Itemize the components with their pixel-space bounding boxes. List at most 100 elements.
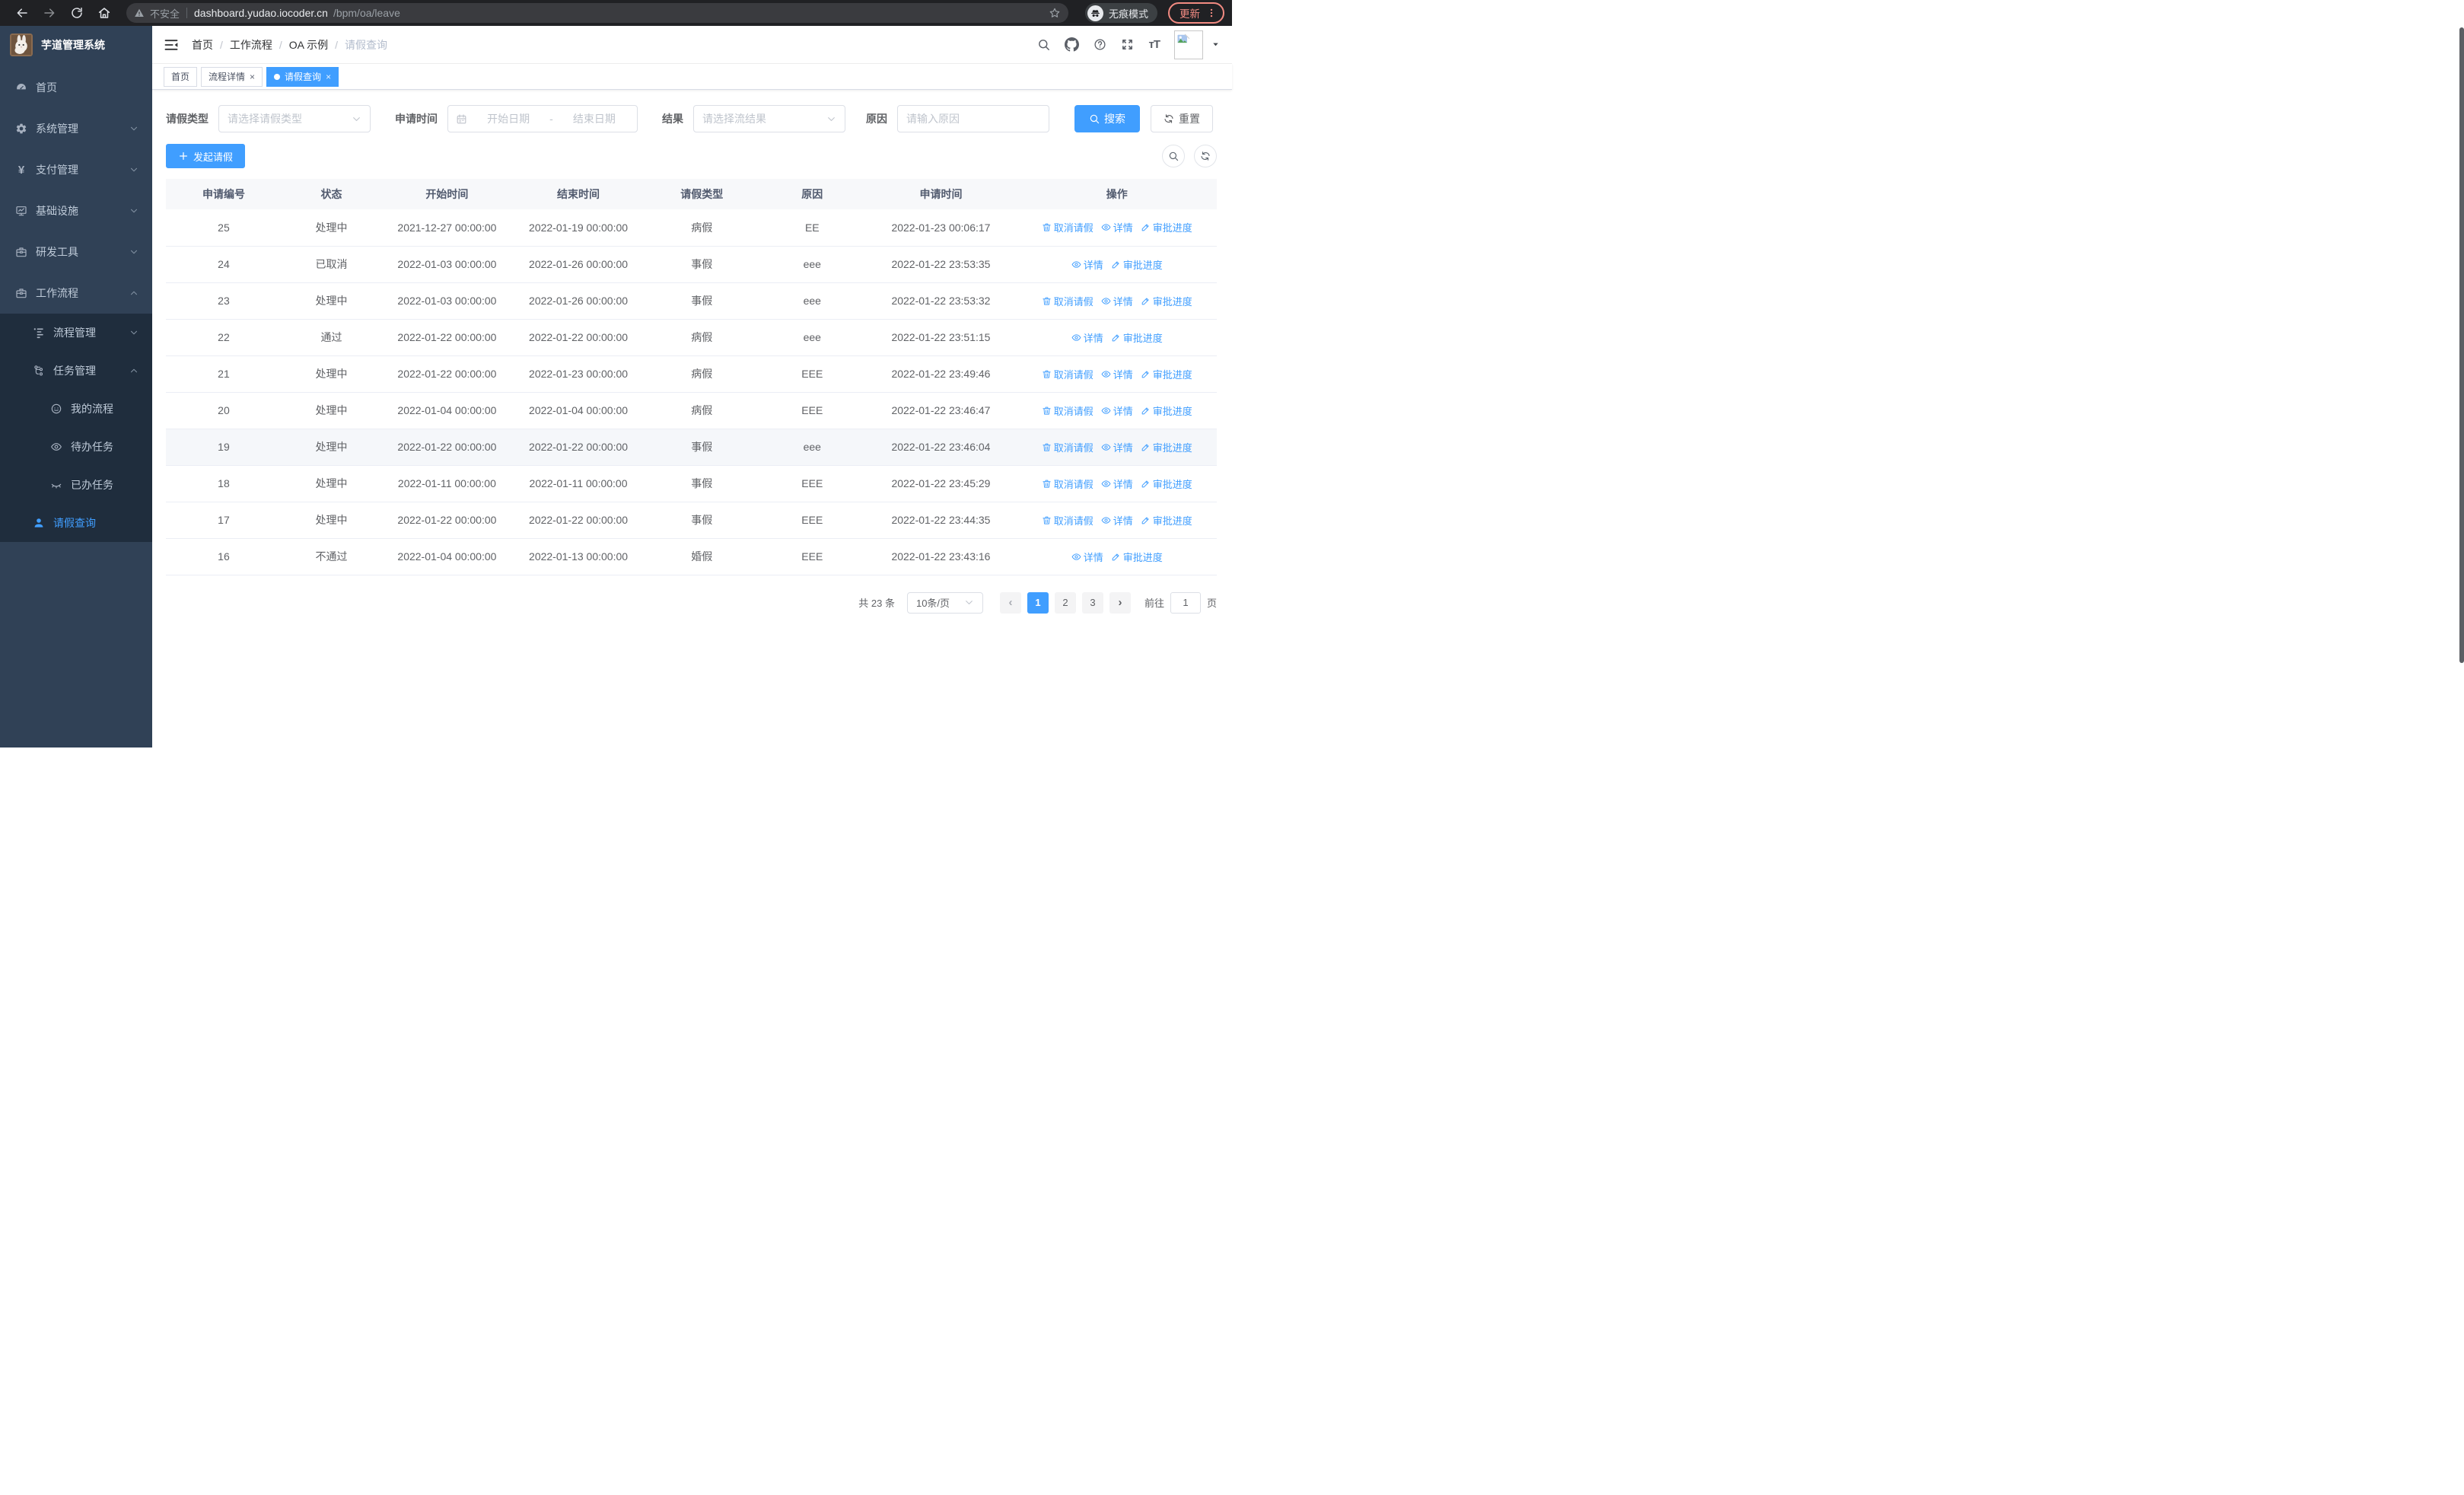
progress-action[interactable]: 审批进度 xyxy=(1111,257,1163,272)
search-button[interactable]: 搜索 xyxy=(1074,105,1140,132)
refresh-table-button[interactable] xyxy=(1194,145,1217,167)
sidebar-item-infra[interactable]: 基础设施 xyxy=(0,190,152,231)
sidebar-item-payment[interactable]: ¥ 支付管理 xyxy=(0,149,152,190)
detail-action[interactable]: 详情 xyxy=(1101,220,1133,234)
avatar[interactable] xyxy=(1174,30,1203,59)
close-icon[interactable]: × xyxy=(250,71,256,82)
sidebar-item-dev-tools[interactable]: 研发工具 xyxy=(0,231,152,273)
date-end-input[interactable]: 结束日期 xyxy=(572,113,616,125)
progress-action[interactable]: 审批进度 xyxy=(1111,550,1163,564)
browser-menu-icon[interactable] xyxy=(1206,8,1217,18)
sidebar-item-home[interactable]: 首页 xyxy=(0,67,152,108)
progress-action[interactable]: 审批进度 xyxy=(1141,477,1192,491)
reason-input[interactable]: 请输入原因 xyxy=(897,105,1049,132)
table-header-row: 申请编号 状态 开始时间 结束时间 请假类型 原因 申请时间 操作 xyxy=(166,179,1217,209)
next-page-button[interactable]: › xyxy=(1109,591,1131,614)
sidebar-item-process-mgmt[interactable]: 流程管理 xyxy=(0,314,152,352)
tags-view: 首页 流程详情 × 请假查询 × xyxy=(152,64,1232,90)
cell-reason: EEE xyxy=(759,538,865,575)
progress-action[interactable]: 审批进度 xyxy=(1141,440,1192,454)
detail-action[interactable]: 详情 xyxy=(1101,294,1133,308)
date-start-input[interactable]: 开始日期 xyxy=(487,113,530,125)
edit-icon xyxy=(1111,260,1121,269)
list-icon xyxy=(33,327,45,339)
cancel-action[interactable]: 取消请假 xyxy=(1042,403,1094,418)
prev-page-button[interactable]: ‹ xyxy=(999,591,1021,614)
github-icon[interactable] xyxy=(1065,37,1079,52)
cell-start-time: 2022-01-04 00:00:00 xyxy=(381,392,513,429)
tab-process-detail[interactable]: 流程详情 × xyxy=(201,66,263,87)
cancel-action[interactable]: 取消请假 xyxy=(1042,367,1094,381)
cancel-action[interactable]: 取消请假 xyxy=(1042,440,1094,454)
browser-back-button[interactable] xyxy=(11,2,33,24)
trash-icon xyxy=(1042,369,1052,379)
app-logo[interactable]: 芋道管理系统 xyxy=(0,26,152,64)
progress-action[interactable]: 审批进度 xyxy=(1111,330,1163,345)
detail-action[interactable]: 详情 xyxy=(1101,440,1133,454)
edit-icon xyxy=(1111,552,1121,562)
briefcase-icon xyxy=(15,287,27,299)
page-unit-label: 页 xyxy=(1206,598,1217,609)
progress-action[interactable]: 审批进度 xyxy=(1141,403,1192,418)
detail-action[interactable]: 详情 xyxy=(1101,367,1133,381)
progress-action[interactable]: 审批进度 xyxy=(1141,294,1192,308)
goto-page-input[interactable] xyxy=(1170,591,1201,614)
cell-start-time: 2022-01-22 00:00:00 xyxy=(381,355,513,393)
view-icon xyxy=(1101,515,1111,525)
bookmark-star-icon[interactable] xyxy=(1049,7,1061,19)
tab-leave-query[interactable]: 请假查询 × xyxy=(266,66,339,87)
create-leave-button[interactable]: 发起请假 xyxy=(166,144,246,168)
avatar-caret-down-icon[interactable] xyxy=(1211,40,1220,49)
browser-reload-button[interactable] xyxy=(65,2,88,24)
progress-action[interactable]: 审批进度 xyxy=(1141,513,1192,528)
cell-apply-time: 2022-01-22 23:43:16 xyxy=(864,538,1017,575)
detail-action[interactable]: 详情 xyxy=(1101,477,1133,491)
cell-start-time: 2022-01-22 00:00:00 xyxy=(381,502,513,539)
cancel-action[interactable]: 取消请假 xyxy=(1042,513,1094,528)
cancel-action[interactable]: 取消请假 xyxy=(1042,220,1094,234)
detail-action[interactable]: 详情 xyxy=(1071,257,1103,272)
breadcrumb-item[interactable]: 首页 xyxy=(192,38,213,51)
breadcrumb-item[interactable]: 工作流程 xyxy=(229,38,272,51)
cancel-action[interactable]: 取消请假 xyxy=(1042,477,1094,491)
page-button-3[interactable]: 3 xyxy=(1081,591,1103,614)
sidebar-collapse-icon[interactable] xyxy=(164,37,179,53)
leave-type-select[interactable]: 请选择请假类型 xyxy=(218,105,371,132)
sidebar-item-workflow[interactable]: 工作流程 xyxy=(0,273,152,314)
help-icon[interactable] xyxy=(1094,38,1106,51)
sidebar-item-leave-query[interactable]: 请假查询 xyxy=(0,504,152,542)
cancel-action[interactable]: 取消请假 xyxy=(1042,294,1094,308)
breadcrumb-item[interactable]: OA 示例 xyxy=(288,38,329,51)
close-icon[interactable]: × xyxy=(326,71,332,82)
result-select[interactable]: 请选择流结果 xyxy=(693,105,845,132)
cell-status: 处理中 xyxy=(281,282,382,320)
detail-action[interactable]: 详情 xyxy=(1101,403,1133,418)
page-button-1[interactable]: 1 xyxy=(1027,591,1049,614)
address-bar[interactable]: 不安全 dashboard.yudao.iocoder.cn/bpm/oa/le… xyxy=(126,3,1068,23)
reset-button[interactable]: 重置 xyxy=(1151,105,1213,132)
sidebar-item-system[interactable]: 系统管理 xyxy=(0,108,152,149)
col-id: 申请编号 xyxy=(166,179,282,209)
progress-action[interactable]: 审批进度 xyxy=(1141,220,1192,234)
eye-closed-icon xyxy=(50,479,62,491)
sidebar-item-task-mgmt[interactable]: 任务管理 xyxy=(0,352,152,390)
detail-action[interactable]: 详情 xyxy=(1071,330,1103,345)
browser-home-button[interactable] xyxy=(93,2,116,24)
page-button-2[interactable]: 2 xyxy=(1054,591,1076,614)
sidebar-item-my-process[interactable]: 我的流程 xyxy=(0,390,152,428)
toggle-search-button[interactable] xyxy=(1162,145,1185,167)
sidebar-item-todo-tasks[interactable]: 待办任务 xyxy=(0,428,152,466)
apply-time-range-picker[interactable]: 开始日期 - 结束日期 xyxy=(447,105,638,132)
browser-forward-button[interactable] xyxy=(38,2,61,24)
detail-action[interactable]: 详情 xyxy=(1101,513,1133,528)
browser-update-button[interactable]: 更新 xyxy=(1168,2,1224,24)
page-size-select[interactable]: 10条/页 xyxy=(906,591,983,614)
fullscreen-icon[interactable] xyxy=(1121,38,1134,51)
header-search-icon[interactable] xyxy=(1037,38,1050,51)
tab-home[interactable]: 首页 xyxy=(164,66,198,87)
page-scrollbar[interactable] xyxy=(2459,27,2464,663)
progress-action[interactable]: 审批进度 xyxy=(1141,367,1192,381)
sidebar-item-done-tasks[interactable]: 已办任务 xyxy=(0,466,152,504)
font-size-icon[interactable]: тT xyxy=(1148,38,1160,51)
detail-action[interactable]: 详情 xyxy=(1071,550,1103,564)
